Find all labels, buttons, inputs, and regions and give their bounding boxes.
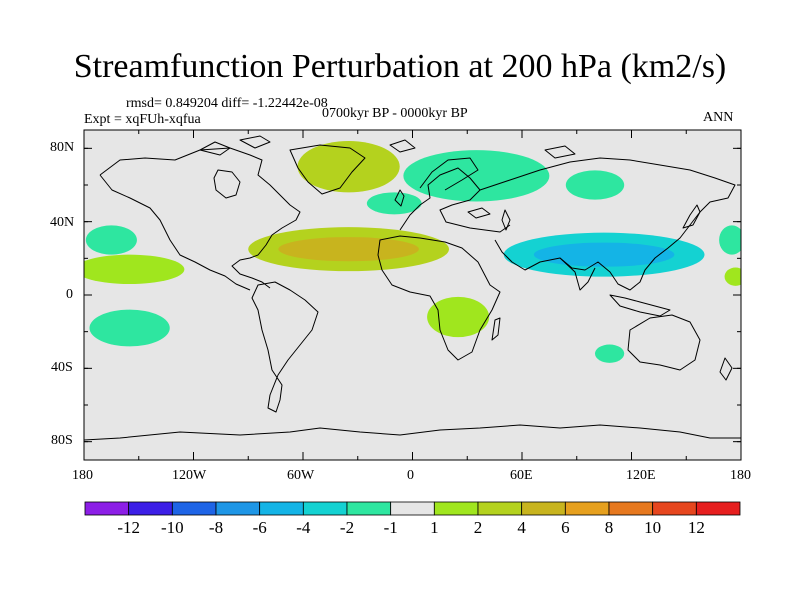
anomaly-region-9 [427,296,490,338]
antarctica-coast [84,424,741,441]
y-label-80s: 80S [51,433,73,448]
colorbar-swatch [390,501,435,516]
scandinavia [419,157,479,191]
greenland [289,144,366,195]
new-zealand [719,357,733,381]
anomaly-core-5 [533,242,675,267]
anomaly-region-2 [403,150,550,202]
x-label-180e: 180 [730,468,751,483]
caspian-and-black-sea [467,207,511,231]
colorbar-label: -12 [117,518,140,537]
colorbar-swatch [608,501,654,516]
colorbar-label: -8 [208,518,224,537]
japan [682,204,701,229]
colorbar-swatch [346,501,392,516]
anomaly-region-11 [719,225,741,255]
colorbar-label: 8 [604,518,614,537]
colorbar-swatch [652,501,697,516]
anomaly-core-1 [278,237,419,262]
y-label-40n: 40N [50,215,75,230]
colorbar-swatch [84,501,130,516]
colorbar-label: 6 [561,518,570,537]
colorbar-label: 2 [473,518,483,537]
colorbar-label: 10 [644,518,662,537]
colorbar-label: -4 [296,518,311,537]
colorbar-swatch [564,501,610,516]
colorbar-swatch [128,501,173,516]
colorbar-swatch [521,501,566,516]
anomaly-fields [84,141,741,363]
y-label-80n: 80N [50,140,75,155]
colorbar-swatch [259,501,304,516]
anomaly-region-4 [565,170,625,200]
x-label-120w: 120W [172,468,207,483]
anomaly-region-6 [85,225,137,255]
british-isles [394,189,405,207]
colorbar-swatch [171,501,217,516]
x-label-180w: 180 [72,468,93,483]
arctic-islands [199,135,576,159]
colorbar-label: 12 [687,518,705,537]
colorbar-label: -2 [339,518,355,537]
indonesia [609,294,671,317]
season-label: ANN [703,110,734,125]
colorbar-swatch [302,501,348,516]
colorbar-label: -6 [252,518,267,537]
anomaly-region-3 [366,192,422,215]
colorbar-swatch [477,501,523,516]
anomaly-core-0 [312,152,385,181]
colorbar [84,501,741,516]
anomaly-region-8 [89,309,170,347]
experiment-label: Expt = xqFUh-xqfua [84,112,201,127]
x-label-120e: 120E [626,468,656,483]
x-label-60w: 60W [287,468,315,483]
colorbar-label: -1 [383,518,398,537]
y-label-0: 0 [66,287,73,302]
north-america-west-coast [99,174,251,291]
x-label-60e: 60E [510,468,533,483]
europe-coast [399,167,511,233]
india [559,257,596,291]
axis-ticks [83,130,742,460]
x-label-0: 0 [407,468,414,483]
anomaly-region-7 [84,254,185,284]
stats-line: rmsd= 0.849204 diff= -1.22442e-08 [126,96,328,111]
anomaly-region-10 [595,344,625,363]
colorbar-swatch [695,501,741,516]
africa-coast [377,235,501,361]
colorbar-label: -10 [160,518,184,537]
hudson-bay [213,169,241,199]
plot-title: Streamfunction Perturbation at 200 hPa (… [73,48,727,85]
y-label-40s: 40S [51,360,73,375]
madagascar [491,317,501,341]
australia [627,314,701,371]
colorbar-swatch [215,501,261,516]
anomaly-region-12 [724,267,741,286]
coastlines [84,135,741,441]
south-america-coast [251,281,319,413]
colorbar-label: 1 [430,518,439,537]
period-label: 0700kyr BP - 0000kyr BP [322,106,468,121]
colorbar-label: 4 [517,518,526,537]
colorbar-swatch [433,501,479,516]
